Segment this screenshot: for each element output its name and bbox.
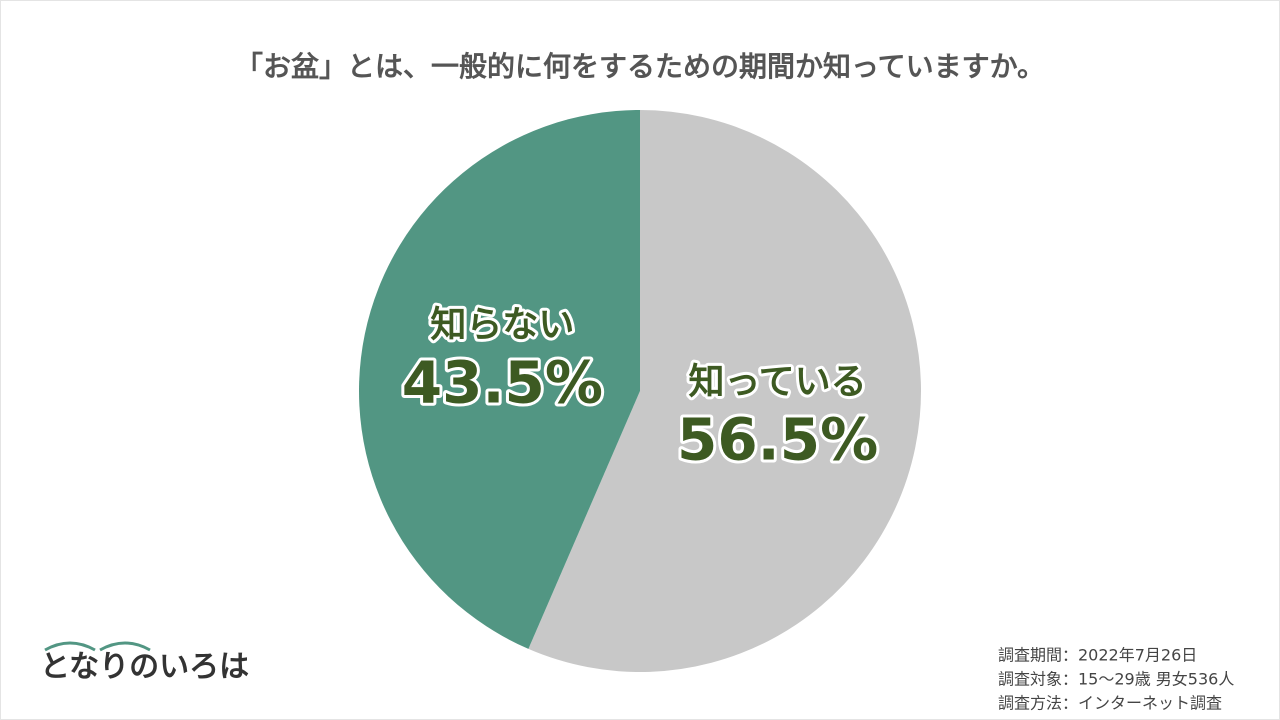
slice-category: 知っている — [688, 361, 866, 402]
logo: となりのいろは — [40, 650, 249, 685]
logo-group: となりのいろは — [40, 641, 249, 685]
pie-slice — [528, 110, 922, 672]
logo-mark — [44, 641, 151, 652]
chart-title: 「お盆」とは、一般的に何をするための期間か知っていますか。 — [235, 50, 1045, 83]
slice-category: 知らない — [430, 305, 574, 346]
note: 調査期間：2022年7月26日 — [998, 646, 1197, 665]
slice-value-label: 43.5% — [402, 349, 603, 417]
slice-value-label: 56.5% — [677, 406, 878, 474]
note: 調査対象：15〜29歳 男女536人 — [998, 670, 1234, 689]
note: 調査方法：インターネット調査 — [998, 694, 1222, 713]
pie-slice — [359, 109, 640, 649]
